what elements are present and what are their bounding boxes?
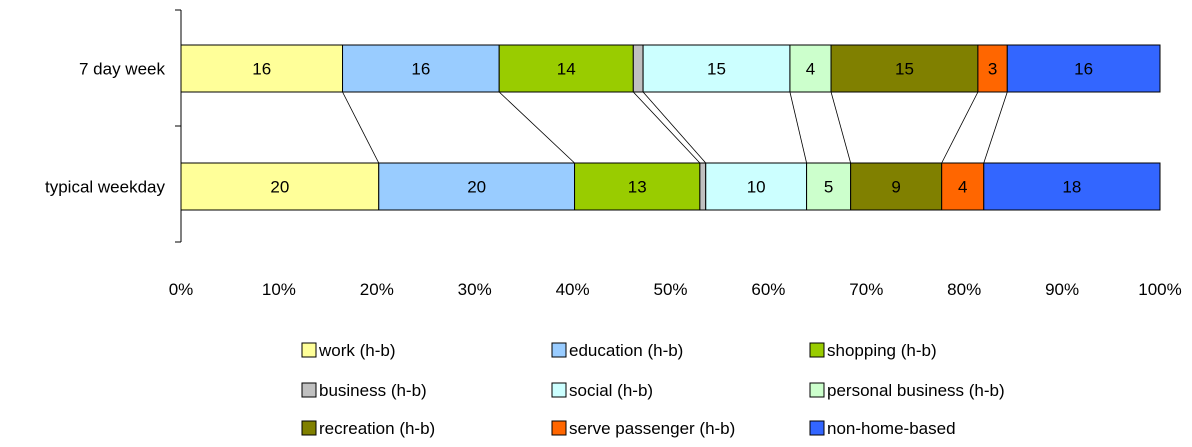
- x-tick-label: 70%: [849, 280, 883, 299]
- series-line: [983, 91, 1008, 164]
- legend-label: business (h-b): [319, 381, 427, 400]
- data-label: 15: [707, 60, 726, 79]
- legend-swatch: [809, 342, 825, 358]
- legend-swatch: [551, 342, 567, 358]
- x-tick-label: 80%: [947, 280, 981, 299]
- bar-segment: [180, 44, 344, 93]
- legend-label: personal business (h-b): [827, 381, 1005, 400]
- series-line: [941, 91, 979, 164]
- legend: work (h-b) education (h-b) shopping (h-b) b…: [301, 341, 1005, 438]
- bar-segment: [983, 162, 1161, 211]
- bar-segment: [498, 44, 634, 93]
- data-label: 18: [1062, 178, 1081, 197]
- bar-segment: [941, 162, 985, 211]
- bar-segment: [1006, 44, 1161, 93]
- axes: 7 day week typical weekday 0% 10% 20% 30% 40% 5…: [45, 9, 1182, 299]
- category-label: typical weekday: [45, 178, 166, 197]
- data-label: 16: [1074, 60, 1093, 79]
- category-label: 7 day week: [79, 60, 165, 79]
- data-label: 13: [628, 178, 647, 197]
- legend-swatch: [809, 382, 825, 398]
- legend-label: shopping (h-b): [827, 341, 937, 360]
- x-tick-label: 20%: [360, 280, 394, 299]
- series-line: [789, 91, 807, 164]
- data-label: 16: [411, 60, 430, 79]
- data-label: 10: [747, 178, 766, 197]
- data-label: 5: [824, 178, 833, 197]
- x-tick-label: 90%: [1045, 280, 1079, 299]
- series-line: [633, 91, 701, 164]
- legend-swatch: [301, 342, 317, 358]
- x-tick-label: 50%: [653, 280, 687, 299]
- bar-segment: [977, 44, 1008, 93]
- series-line: [342, 91, 380, 164]
- x-tick-label: 10%: [262, 280, 296, 299]
- legend-label: recreation (h-b): [319, 419, 435, 438]
- legend-label: work (h-b): [318, 341, 396, 360]
- data-label: 4: [806, 60, 815, 79]
- legend-label: social (h-b): [569, 381, 653, 400]
- bar-segment: [789, 44, 832, 93]
- bar-segment: [705, 162, 808, 211]
- data-label: 16: [252, 60, 271, 79]
- data-label: 4: [958, 178, 967, 197]
- data-label: 3: [988, 60, 997, 79]
- legend-label: non-home-based: [827, 419, 956, 438]
- x-tick-label: 40%: [556, 280, 590, 299]
- legend-swatch: [301, 420, 317, 436]
- data-label: 15: [895, 60, 914, 79]
- legend-swatch: [809, 420, 825, 436]
- legend-label: education (h-b): [569, 341, 683, 360]
- bar-segment: [574, 162, 701, 211]
- legend-swatch: [551, 382, 567, 398]
- x-tick-label: 30%: [458, 280, 492, 299]
- bar-segment: [642, 44, 791, 93]
- x-tick-label: 60%: [751, 280, 785, 299]
- data-label: 14: [557, 60, 576, 79]
- data-label: 20: [467, 178, 486, 197]
- series-lines: [342, 91, 1008, 164]
- bar-segment: [699, 162, 707, 211]
- legend-label: serve passenger (h-b): [569, 419, 735, 438]
- series-line: [498, 91, 575, 164]
- bars: 16 20 16 20 14 13 15 10 4 5 15 9 3 4 16 18: [180, 44, 1161, 211]
- x-tick-label: 0%: [169, 280, 194, 299]
- bar-segment: [378, 162, 576, 211]
- series-line: [642, 91, 707, 164]
- data-label: 9: [891, 178, 900, 197]
- bar-segment: [632, 44, 644, 93]
- series-line: [830, 91, 852, 164]
- legend-swatch: [301, 382, 317, 398]
- x-tick-label: 100%: [1138, 280, 1181, 299]
- data-label: 20: [270, 178, 289, 197]
- legend-swatch: [551, 420, 567, 436]
